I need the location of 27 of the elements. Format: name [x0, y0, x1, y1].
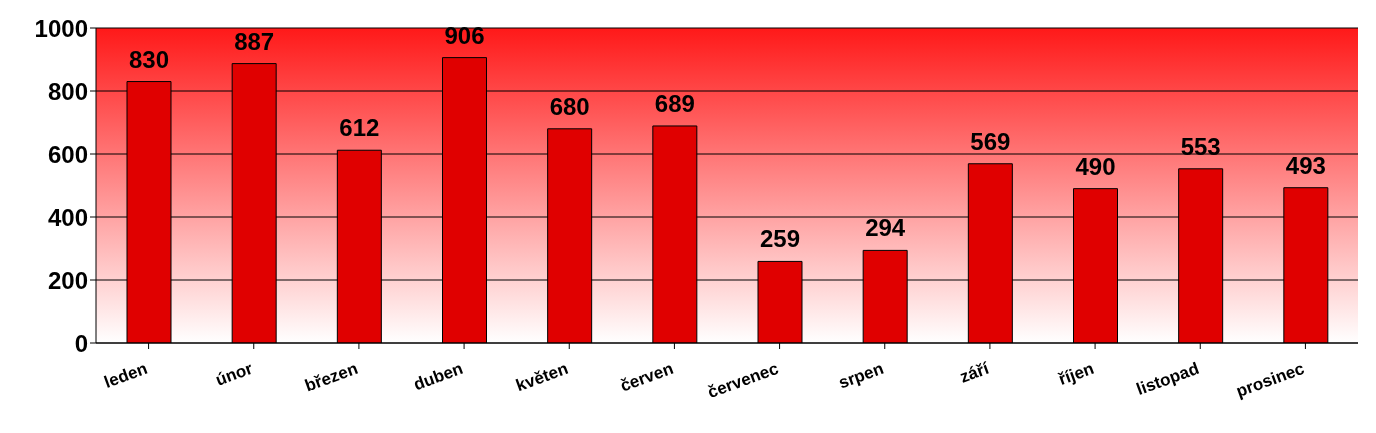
x-tick-label: únor [213, 358, 256, 390]
data-label: 906 [444, 21, 485, 49]
x-tick-label: duben [411, 358, 466, 395]
data-label: 259 [759, 225, 801, 253]
x-tick-label: květen [513, 358, 571, 396]
data-label: 680 [549, 92, 590, 120]
y-tick-label: 400 [47, 203, 88, 231]
data-label: 689 [654, 89, 695, 117]
data-label: 493 [1285, 151, 1326, 179]
data-label: 830 [128, 45, 170, 73]
x-tick-label: září [957, 358, 993, 387]
data-label: 553 [1180, 132, 1221, 160]
x-tick-label: březen [302, 358, 361, 396]
data-label: 490 [1075, 152, 1116, 180]
x-tick-label: červen [617, 358, 676, 396]
data-label: 569 [970, 127, 1011, 155]
y-tick-label: 0 [74, 329, 88, 357]
x-tick-label: leden [101, 358, 150, 392]
y-tick-label: 600 [47, 140, 88, 168]
y-tick-label: 1000 [34, 14, 88, 42]
data-label: 612 [339, 114, 380, 142]
data-label: 294 [865, 214, 906, 242]
x-tick-label: říjen [1056, 358, 1097, 390]
y-tick-label: 200 [47, 266, 88, 294]
x-tick-label: srpen [836, 358, 887, 393]
y-tick-label: 800 [47, 77, 88, 105]
data-label: 887 [234, 27, 275, 55]
